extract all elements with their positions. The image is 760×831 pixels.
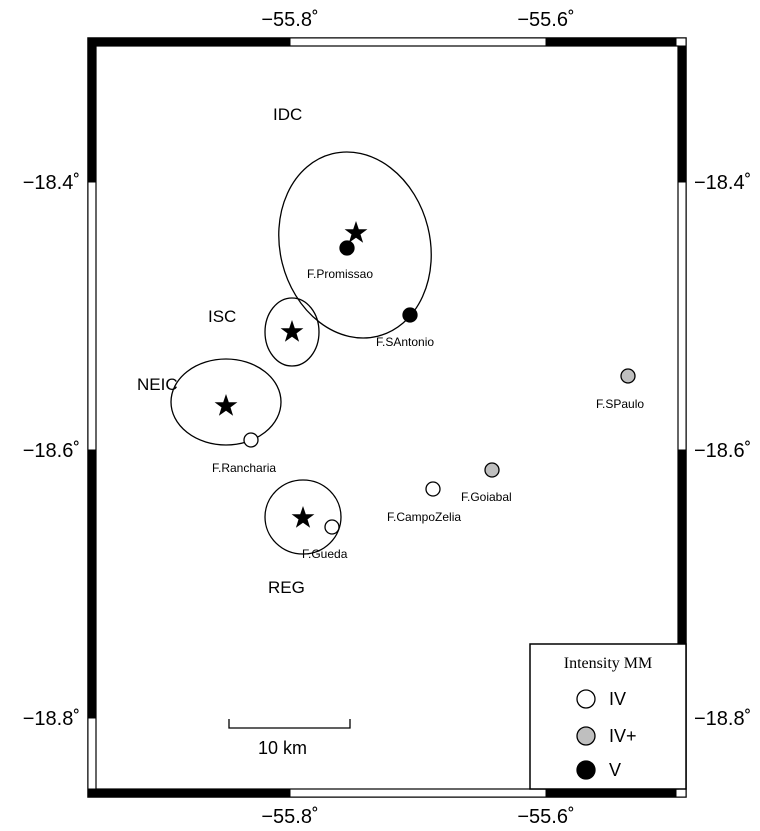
locality-marker-santonio xyxy=(402,307,418,323)
legend-label-ivplus: IV+ xyxy=(609,726,637,746)
ellipse-isc xyxy=(264,297,320,367)
locality-label-santonio: F.SAntonio xyxy=(376,335,434,349)
lon-tick-bottom-2: −55.6˚ xyxy=(517,806,574,828)
locality-label-rancharia: F.Rancharia xyxy=(212,461,276,475)
legend-label-iv: IV xyxy=(609,689,626,709)
localities xyxy=(243,240,636,535)
ellipse-idc xyxy=(278,151,432,339)
legend-marker-iv xyxy=(576,689,596,709)
ellipse-neic xyxy=(170,358,282,446)
star-icon xyxy=(214,394,238,416)
locality-label-campozelia: F.CampoZelia xyxy=(387,510,461,524)
locality-marker-spaulo xyxy=(620,368,636,384)
lon-tick-top-2: −55.6˚ xyxy=(517,9,574,31)
ellipse-reg xyxy=(264,479,342,555)
lat-tick-right-3: −18.8˚ xyxy=(694,708,751,730)
locality-label-goiabal: F.Goiabal xyxy=(461,490,512,504)
lat-tick-left-1: −18.4˚ xyxy=(23,172,80,194)
locality-marker-goiabal xyxy=(484,462,500,478)
error-ellipses xyxy=(170,151,432,555)
lat-tick-right-2: −18.6˚ xyxy=(694,440,751,462)
locality-marker-campozelia xyxy=(425,481,441,497)
star-icon xyxy=(291,506,315,528)
lon-tick-top-1: −55.8˚ xyxy=(261,9,318,31)
lat-tick-left-3: −18.8˚ xyxy=(23,708,80,730)
legend: Intensity MM IV IV+ V xyxy=(529,643,687,790)
locality-label-promissao: F.Promissao xyxy=(307,267,373,281)
epicenter-stars xyxy=(214,221,368,528)
lon-tick-bottom-1: −55.8˚ xyxy=(261,806,318,828)
agency-label-idc: IDC xyxy=(273,105,302,124)
legend-marker-ivplus xyxy=(576,726,596,746)
legend-title: Intensity MM xyxy=(564,655,652,672)
legend-marker-v xyxy=(576,760,596,780)
scale-bar xyxy=(228,719,351,729)
star-icon xyxy=(280,320,304,342)
scale-bar-label: 10 km xyxy=(258,738,307,758)
locality-marker-promissao xyxy=(339,240,355,256)
agency-label-neic: NEIC xyxy=(137,375,178,394)
lat-tick-left-2: −18.6˚ xyxy=(23,440,80,462)
legend-label-v: V xyxy=(609,760,621,780)
locality-label-gueda: F.Gueda xyxy=(302,547,348,561)
agency-label-isc: ISC xyxy=(208,307,236,326)
locality-marker-gueda xyxy=(324,519,340,535)
star-icon xyxy=(344,221,368,243)
locality-marker-rancharia xyxy=(243,432,259,448)
lat-tick-right-1: −18.4˚ xyxy=(694,172,751,194)
locality-label-spaulo: F.SPaulo xyxy=(596,397,644,411)
agency-label-reg: REG xyxy=(268,578,305,597)
